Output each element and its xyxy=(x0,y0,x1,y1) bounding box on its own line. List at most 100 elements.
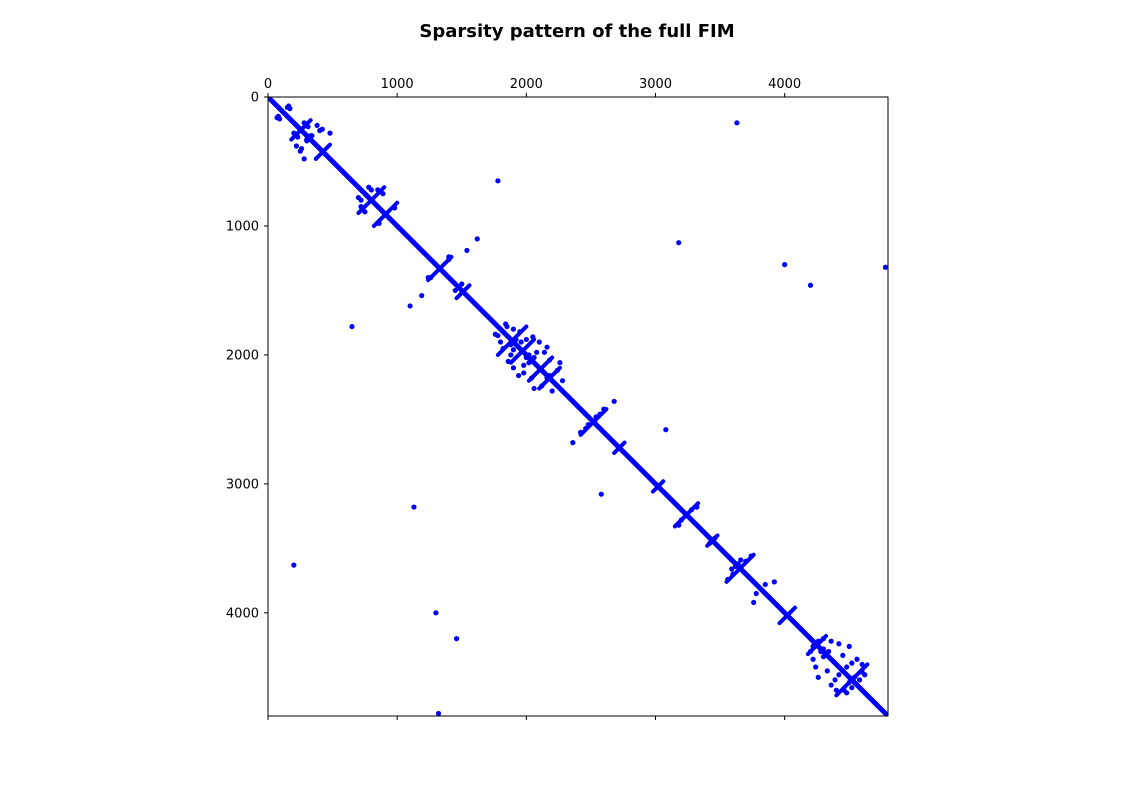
nonzero-point-151 xyxy=(782,262,788,268)
nonzero-point-61 xyxy=(508,352,514,358)
nonzero-point-134 xyxy=(856,677,863,683)
nonzero-point-92 xyxy=(598,491,604,497)
nonzero-point-13 xyxy=(327,130,333,136)
nonzero-point-109 xyxy=(738,557,744,563)
x-tick-label-0: 0 xyxy=(264,77,272,92)
y-tick-label-0: 0 xyxy=(251,91,259,106)
nonzero-point-142 xyxy=(859,661,865,668)
x-tick-label-3: 3000 xyxy=(639,77,672,92)
nonzero-point-140 xyxy=(815,638,821,644)
nonzero-point-115 xyxy=(813,664,819,670)
nonzero-point-59 xyxy=(503,321,509,327)
nonzero-point-116 xyxy=(836,641,842,647)
nonzero-point-36 xyxy=(425,274,431,281)
cross-segment-16 xyxy=(777,605,797,626)
nonzero-point-144 xyxy=(862,672,868,678)
nonzero-point-91 xyxy=(663,427,669,433)
nonzero-point-70 xyxy=(544,375,550,381)
nonzero-point-53 xyxy=(515,372,522,379)
nonzero-point-85 xyxy=(577,429,584,435)
nonzero-point-46 xyxy=(510,326,517,332)
nonzero-point-153 xyxy=(807,282,814,288)
nonzero-point-145 xyxy=(291,562,297,568)
nonzero-point-72 xyxy=(559,378,566,384)
nonzero-point-48 xyxy=(517,329,523,335)
nonzero-point-95 xyxy=(676,522,682,528)
nonzero-point-20 xyxy=(297,148,303,154)
nonzero-point-120 xyxy=(818,648,824,655)
nonzero-point-113 xyxy=(810,656,816,662)
nonzero-point-47 xyxy=(500,345,506,352)
nonzero-point-121 xyxy=(824,668,830,674)
nonzero-point-114 xyxy=(828,638,834,644)
cross-segment-11 xyxy=(612,440,627,455)
nonzero-point-60 xyxy=(492,331,498,337)
nonzero-point-19 xyxy=(305,124,311,130)
nonzero-point-51 xyxy=(510,365,517,371)
nonzero-point-40 xyxy=(464,247,470,254)
nonzero-point-122 xyxy=(840,652,846,658)
nonzero-point-148 xyxy=(349,323,355,330)
nonzero-point-30 xyxy=(363,192,369,198)
nonzero-point-41 xyxy=(407,303,413,309)
nonzero-point-58 xyxy=(526,352,532,358)
nonzero-point-68 xyxy=(554,367,560,373)
nonzero-point-89 xyxy=(585,421,591,428)
x-tick-label-4: 4000 xyxy=(768,77,801,92)
nonzero-point-76 xyxy=(510,347,517,353)
nonzero-point-81 xyxy=(500,329,506,335)
nonzero-point-6 xyxy=(291,130,297,136)
nonzero-point-77 xyxy=(521,370,527,376)
nonzero-point-118 xyxy=(846,643,852,649)
nonzero-point-131 xyxy=(846,679,852,686)
nonzero-point-138 xyxy=(831,659,837,665)
nonzero-point-31 xyxy=(368,187,374,193)
nonzero-point-117 xyxy=(815,674,821,680)
nonzero-point-96 xyxy=(694,504,700,510)
nonzero-point-29 xyxy=(391,205,398,211)
nonzero-point-52 xyxy=(536,339,542,345)
plot-area xyxy=(267,96,889,717)
chart-title: Sparsity pattern of the full FIM xyxy=(419,21,734,42)
cross-segment-7 xyxy=(508,337,537,365)
x-tick-label-1: 1000 xyxy=(381,77,414,92)
nonzero-point-101 xyxy=(730,571,736,577)
x-tick-label-2: 2000 xyxy=(510,77,543,92)
nonzero-point-137 xyxy=(825,648,832,655)
cross-segment-2 xyxy=(356,185,387,216)
cross-segment-1 xyxy=(313,142,332,161)
nonzero-point-65 xyxy=(531,385,537,392)
nonzero-point-32 xyxy=(358,197,364,203)
nonzero-point-73 xyxy=(528,375,535,381)
nonzero-point-63 xyxy=(513,336,519,343)
nonzero-point-17 xyxy=(304,136,310,143)
nonzero-point-25 xyxy=(375,187,381,193)
nonzero-point-99 xyxy=(725,576,731,582)
nonzero-point-64 xyxy=(508,342,514,348)
nonzero-point-71 xyxy=(549,388,555,394)
nonzero-point-97 xyxy=(712,535,718,541)
sparsity-marks xyxy=(268,97,888,716)
nonzero-point-111 xyxy=(807,648,814,655)
nonzero-point-141 xyxy=(833,687,839,693)
nonzero-point-132 xyxy=(851,674,858,680)
plot-frame xyxy=(267,96,889,717)
nonzero-point-5 xyxy=(287,106,293,112)
nonzero-point-100 xyxy=(748,553,754,559)
nonzero-point-152 xyxy=(433,610,439,616)
nonzero-point-79 xyxy=(526,360,532,366)
nonzero-point-106 xyxy=(762,581,768,588)
nonzero-point-27 xyxy=(380,191,386,197)
nonzero-point-42 xyxy=(474,236,480,242)
nonzero-point-4 xyxy=(277,116,283,122)
nonzero-point-146 xyxy=(734,120,740,126)
nonzero-point-74 xyxy=(546,357,553,363)
nonzero-point-82 xyxy=(539,367,545,373)
nonzero-point-128 xyxy=(844,664,850,670)
axes: 0 1000 2000 3000 4000 0 1000 2000 3000 4000 xyxy=(226,77,801,720)
nonzero-point-87 xyxy=(583,425,589,432)
nonzero-point-26 xyxy=(362,209,368,215)
nonzero-point-78 xyxy=(541,349,548,355)
nonzero-point-62 xyxy=(523,336,529,343)
